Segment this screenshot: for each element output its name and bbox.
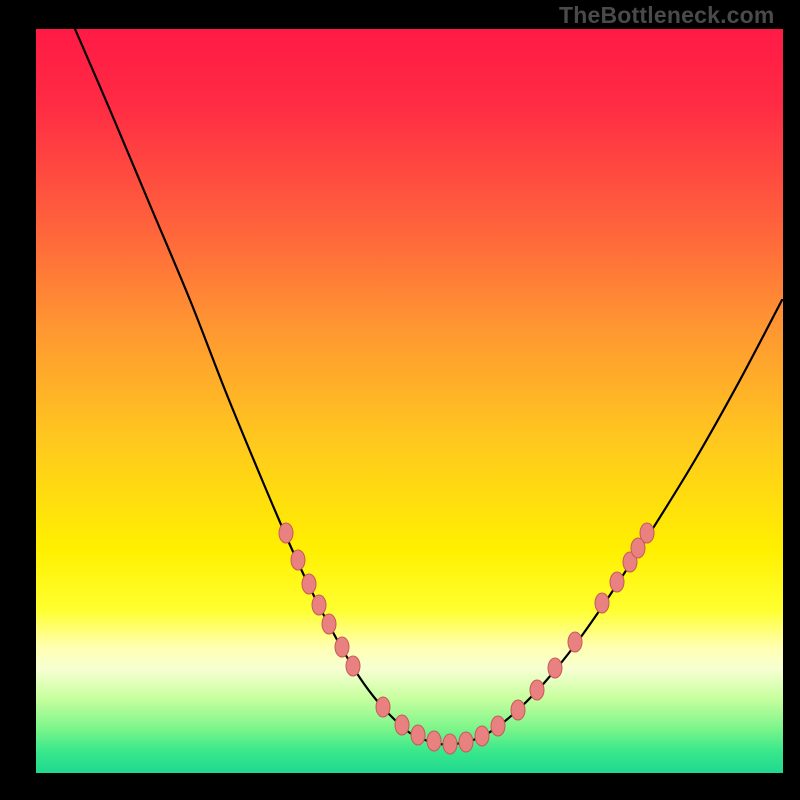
data-marker — [511, 700, 525, 720]
data-marker — [346, 656, 360, 676]
data-marker — [395, 715, 409, 735]
plot-background — [36, 29, 783, 773]
data-marker — [568, 632, 582, 652]
data-marker — [640, 523, 654, 543]
bottleneck-chart — [0, 0, 800, 800]
data-marker — [610, 572, 624, 592]
data-marker — [459, 732, 473, 752]
data-marker — [335, 637, 349, 657]
data-marker — [376, 697, 390, 717]
data-marker — [475, 726, 489, 746]
data-marker — [411, 725, 425, 745]
data-marker — [291, 550, 305, 570]
data-marker — [548, 658, 562, 678]
data-marker — [491, 716, 505, 736]
data-marker — [279, 523, 293, 543]
data-marker — [302, 574, 316, 594]
data-marker — [427, 731, 441, 751]
data-marker — [322, 614, 336, 634]
data-marker — [443, 734, 457, 754]
data-marker — [595, 593, 609, 613]
data-marker — [530, 680, 544, 700]
data-marker — [312, 595, 326, 615]
